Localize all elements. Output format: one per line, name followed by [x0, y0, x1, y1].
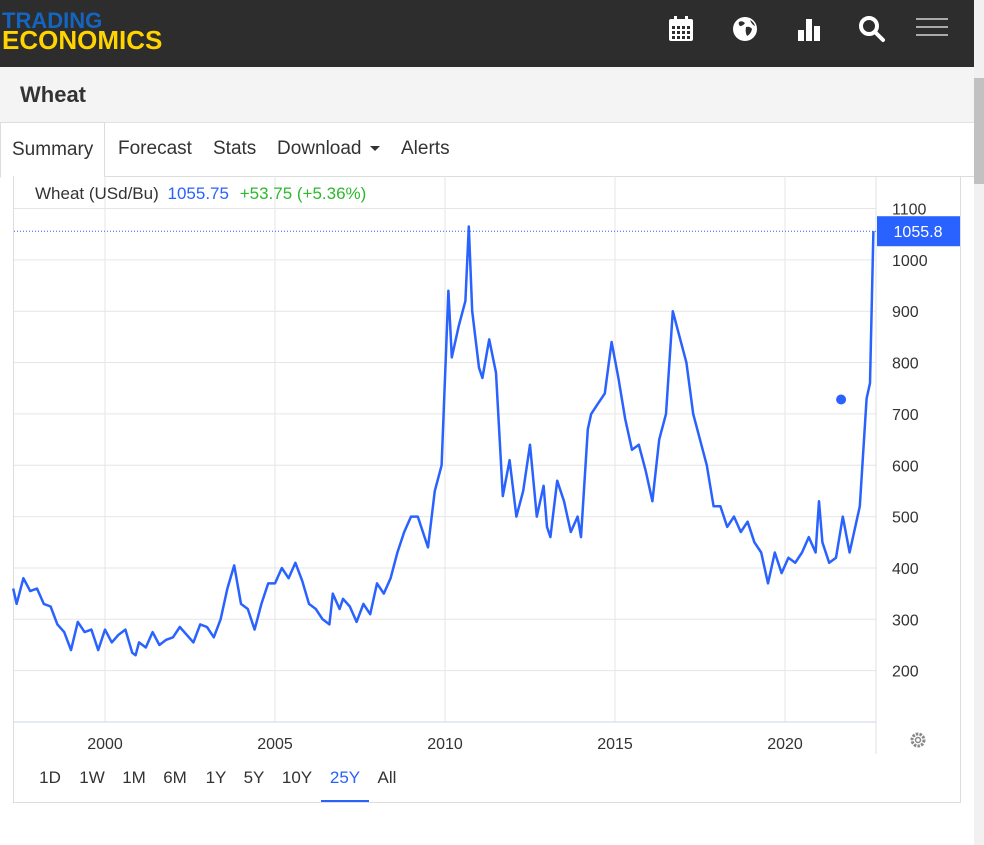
series-line [11, 225, 875, 657]
search-icon[interactable] [857, 14, 887, 44]
tab-alerts[interactable]: Alerts [401, 138, 450, 159]
range-10y[interactable]: 10Y [281, 768, 313, 787]
range-1y[interactable]: 1Y [205, 768, 227, 787]
page-title: Wheat [20, 82, 86, 107]
legend-price: 1055.75 [167, 184, 229, 203]
tab-summary[interactable]: Summary [0, 122, 106, 178]
x-tick-label: 2000 [87, 736, 123, 753]
y-tick-label: 1100 [892, 202, 927, 219]
tab-bar: Summary Forecast Stats Download Alerts [0, 122, 974, 178]
chevron-down-icon [369, 146, 380, 152]
legend-series-name: Wheat (USd/Bu) [35, 184, 159, 203]
y-tick-label: 600 [892, 458, 919, 475]
tab-stats[interactable]: Stats [213, 138, 257, 159]
range-1m[interactable]: 1M [122, 768, 146, 787]
legend-change: +53.75 (+5.36%) [239, 184, 367, 203]
x-tick-label: 2005 [257, 736, 293, 753]
y-tick-label: 700 [892, 407, 919, 424]
y-tick-label: 400 [892, 561, 919, 578]
page-header: Wheat [0, 67, 974, 123]
y-tick-label: 1000 [892, 253, 928, 270]
globe-icon[interactable] [730, 14, 760, 44]
data-point-marker [836, 394, 847, 405]
tab-download-label: Download [277, 138, 362, 159]
range-6m[interactable]: 6M [163, 768, 187, 787]
range-1w[interactable]: 1W [79, 768, 105, 787]
scrollbar-thumb[interactable] [974, 78, 984, 184]
range-all[interactable]: All [377, 768, 397, 787]
x-tick-label: 2020 [767, 736, 803, 753]
range-1d[interactable]: 1D [39, 768, 61, 787]
x-tick-label: 2015 [597, 736, 633, 753]
y-tick-label: 300 [892, 612, 919, 629]
y-tick-label: 500 [892, 510, 919, 527]
chart-container [13, 176, 961, 803]
gear-icon[interactable] [910, 732, 926, 748]
y-tick-label: 800 [892, 356, 919, 373]
range-25y[interactable]: 25Y [321, 760, 369, 802]
menu-icon[interactable] [916, 14, 948, 44]
y-tick-label: 200 [892, 664, 919, 681]
calendar-icon[interactable] [666, 14, 696, 44]
price-chart[interactable]: 200 300 400 500 600 700 800 900 1000 1100 2000 2005… [0, 176, 974, 761]
y-tick-label: 900 [892, 304, 919, 321]
range-5y[interactable]: 5Y [243, 768, 265, 787]
logo-line2: ECONOMICS [2, 25, 163, 55]
logo[interactable]: TRADING ECONOMICS [2, 8, 163, 55]
logo-line1: TRADING [2, 8, 103, 33]
bar-chart-icon[interactable] [794, 14, 824, 44]
scrollbar-track[interactable] [974, 0, 984, 845]
tab-download[interactable]: Download [266, 122, 391, 176]
price-tag [877, 216, 960, 247]
tab-forecast[interactable]: Forecast [118, 138, 192, 159]
x-tick-label: 2010 [427, 736, 463, 753]
price-tag-label: 1055.8 [894, 224, 943, 241]
chart-legend: Wheat (USd/Bu) 1055.75 +53.75 (+5.36%) [35, 184, 366, 204]
header-bar: TRADING ECONOMICS [0, 0, 974, 67]
